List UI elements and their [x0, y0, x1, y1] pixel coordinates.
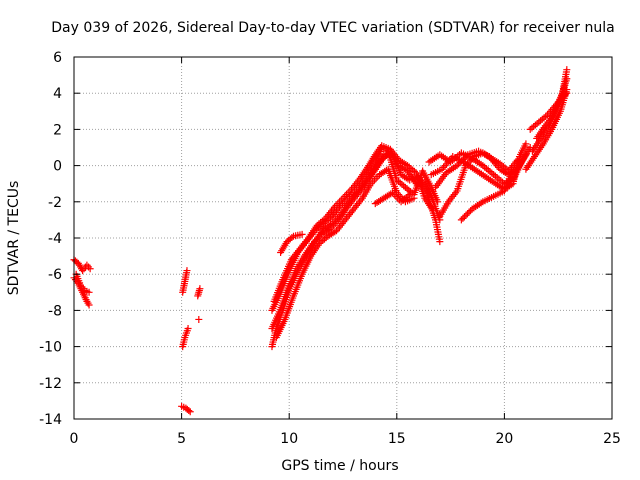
data-point [410, 194, 418, 202]
data-point [196, 285, 204, 293]
x-tick-label: 20 [495, 431, 513, 447]
data-point [85, 288, 93, 296]
y-tick-label: -4 [48, 231, 62, 247]
data-point [464, 210, 472, 218]
data-point [320, 216, 328, 224]
y-tick-label: -10 [39, 340, 62, 356]
data-point [404, 192, 412, 200]
data-point [186, 408, 194, 416]
y-tick-label: 4 [53, 86, 62, 102]
y-tick-label: 6 [53, 50, 62, 66]
data-point [459, 155, 467, 163]
data-point [542, 112, 550, 120]
data-point [461, 154, 469, 162]
x-axis-label: GPS time / hours [281, 458, 398, 474]
data-point [85, 301, 93, 309]
data-point [512, 166, 520, 174]
data-point [184, 325, 192, 332]
data-point [563, 66, 571, 74]
data-point [456, 158, 464, 166]
data-point [457, 216, 465, 224]
data-point [434, 198, 442, 206]
data-point [522, 140, 530, 148]
y-tick-label: 0 [53, 159, 62, 175]
y-tick-label: -14 [39, 412, 62, 428]
data-point [86, 265, 94, 273]
y-tick-label: -2 [48, 195, 62, 211]
data-point [298, 230, 306, 238]
grid-lines [74, 57, 612, 419]
y-tick-label: 2 [53, 122, 62, 138]
x-tick-label: 0 [70, 431, 79, 447]
data-point [183, 267, 191, 275]
data-point [453, 162, 461, 170]
data-point [522, 151, 530, 159]
data-point [507, 171, 515, 179]
plot-frame [73, 56, 613, 420]
data-point [460, 213, 468, 221]
data-point [387, 190, 395, 198]
data-point [441, 162, 449, 170]
x-tick-label: 25 [603, 431, 621, 447]
data-point [185, 407, 193, 415]
y-axis-label: SDTVAR / TECUs [6, 181, 22, 296]
data-point [462, 211, 470, 219]
data-point [563, 89, 571, 97]
data-point [462, 152, 470, 160]
x-tick-label: 15 [388, 431, 406, 447]
data-point [429, 207, 437, 215]
x-tick-label: 5 [177, 431, 186, 447]
data-point [513, 156, 521, 164]
y-tick-label: -6 [48, 267, 62, 283]
data-point [195, 315, 203, 323]
data-point [436, 238, 444, 246]
x-tick-label: 10 [280, 431, 298, 447]
axis-ticks [73, 56, 613, 420]
y-tick-label: -12 [39, 376, 62, 392]
chart-title: Day 039 of 2026, Sidereal Day-to-day VTE… [51, 20, 614, 36]
data-point [459, 214, 467, 222]
data-point [563, 75, 571, 83]
data-point [465, 208, 473, 216]
data-point [288, 234, 296, 242]
y-tick-labels: -14 -12 -10 -8 -6 -4 -2 0 2 4 6 [39, 50, 62, 428]
data-point [455, 160, 463, 168]
x-tick-labels: 0 5 10 15 20 25 [70, 431, 621, 447]
data-point [406, 191, 414, 199]
y-tick-label: -8 [48, 303, 62, 319]
data-points [70, 66, 571, 416]
data-point [458, 157, 466, 165]
data-point [410, 167, 418, 175]
